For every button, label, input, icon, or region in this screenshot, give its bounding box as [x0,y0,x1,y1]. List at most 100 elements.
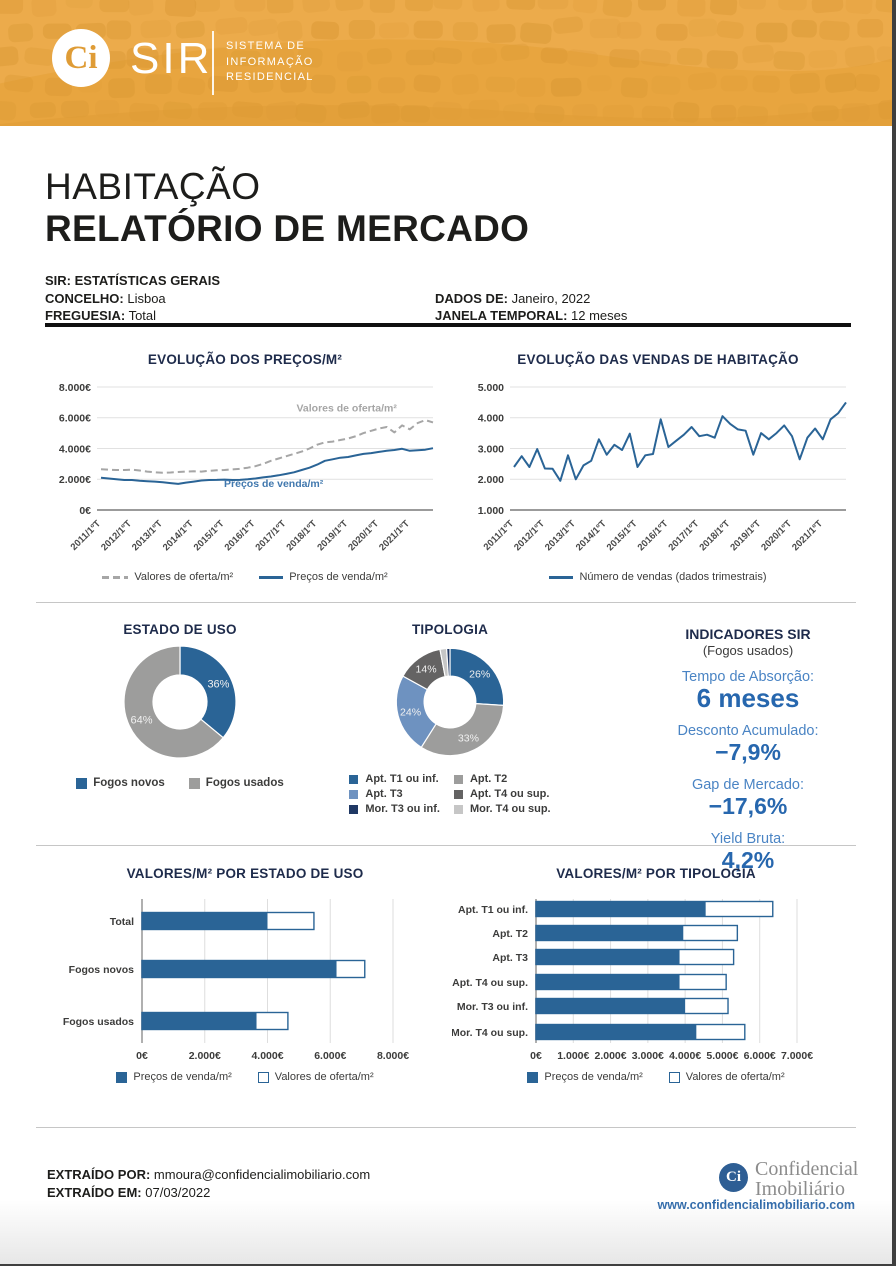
tagline-line: SISTEMA DE [226,40,306,52]
chart-legend: Fogos novos Fogos usados [60,777,300,789]
indicator-value: −17,6% [708,793,788,819]
legend-swatch-dash [102,575,129,579]
svg-text:5.000: 5.000 [478,382,504,394]
legend-swatch-line [259,575,284,579]
svg-text:Apt. T3: Apt. T3 [492,952,528,964]
legend-swatch-sq [349,804,359,814]
svg-text:4.000€: 4.000€ [669,1050,701,1062]
svg-text:4.000€: 4.000€ [251,1050,283,1062]
chart-title: VALORES/M² POR ESTADO DE USO [126,866,364,881]
svg-text:0€: 0€ [530,1050,542,1062]
ci-logo-badge: Ci [52,29,110,87]
legend-swatch-sq [527,1071,539,1083]
header-cobblestone-texture [0,0,892,126]
page-title-line1: HABITAÇÃO [45,166,261,207]
indicator-label: Tempo de Absorção: [681,669,815,685]
svg-text:2020/1ºT: 2020/1ºT [759,518,794,553]
indicator-label: Yield Bruta: [710,831,786,847]
brand-name: Confidencial Imobiliário [755,1158,859,1200]
legend-label: Apt. T4 ou sup. [469,788,550,800]
svg-text:2021/1ºT: 2021/1ºT [790,518,825,553]
chart-title: EVOLUÇÃO DOS PREÇOS/M² [147,352,343,367]
svg-text:36%: 36% [207,678,229,690]
line-chart-vendas: 1.000 2.000 3.000 4.000 5.000 2011/1ºT2012/1º… [478,382,847,553]
chart-legend: Valores de oferta/m² Preços de venda/m² [45,571,445,583]
legend-swatch-sq [453,789,463,799]
svg-text:2017/1ºT: 2017/1ºT [667,518,702,553]
ci-logo-text: Ci [64,39,98,76]
chart-title: EVOLUÇÃO DAS VENDAS DE HABITAÇÃO [517,352,799,367]
report-metadata: SIR: ESTATÍSTICAS GERAIS CONCELHO: Lisbo… [45,272,851,325]
legend-item: Número de vendas (dados trimestrais) [549,571,767,583]
legend-label: Valores de oferta/m² [134,571,234,583]
svg-text:6.000€: 6.000€ [314,1050,346,1062]
bottom-gradient [0,1200,892,1264]
donut-chart-estado: 36% 64% [123,645,237,759]
svg-text:2.000€: 2.000€ [189,1050,221,1062]
svg-text:Mor. T3 ou inf.: Mor. T3 ou inf. [457,1001,528,1013]
svg-text:8.000€: 8.000€ [59,382,91,394]
svg-text:14%: 14% [416,663,437,675]
legend-column: Apt. T1 ou inf. Apt. T3 Mor. T3 ou inf. [349,773,440,815]
svg-text:Preços de venda/m²: Preços de venda/m² [224,478,324,490]
svg-text:2018/1ºT: 2018/1ºT [697,518,732,553]
legend-label: Mor. T3 ou inf. [365,803,440,815]
svg-text:3.000: 3.000 [478,443,504,455]
chart-evolucao-vendas: EVOLUÇÃO DAS VENDAS DE HABITAÇÃO 1.000 2.… [458,352,858,583]
svg-text:2018/1ºT: 2018/1ºT [284,518,319,553]
svg-text:2016/1ºT: 2016/1ºT [223,518,258,553]
svg-text:2021/1ºT: 2021/1ºT [377,518,412,553]
legend-item: Valores de oferta/m² [668,1071,785,1083]
section-divider [36,602,856,603]
svg-text:33%: 33% [458,733,479,745]
legend-label: Apt. T1 ou inf. [365,773,439,785]
svg-text:4.000€: 4.000€ [59,443,91,455]
chart-valores-estado-uso: VALORES/M² POR ESTADO DE USO 0€ 2.000€ 4.0… [45,866,445,1083]
chart-evolucao-precos: EVOLUÇÃO DOS PREÇOS/M² 0€ 2.000€ 4.000€ 6.0… [45,352,445,583]
legend-label: Mor. T4 ou sup. [469,803,551,815]
chart-estado-de-uso: ESTADO DE USO 36% 64% Fogos novos Fogos us… [60,622,300,789]
legend-swatch-line [549,575,574,579]
meta-section: SIR: ESTATÍSTICAS GERAIS [45,272,851,290]
svg-text:2016/1ºT: 2016/1ºT [636,518,671,553]
svg-text:2012/1ºT: 2012/1ºT [99,518,134,553]
indicator-value: −7,9% [715,739,781,765]
svg-text:2014/1ºT: 2014/1ºT [161,518,196,553]
chart-legend: Preços de venda/m² Valores de oferta/m² [45,1071,445,1083]
sir-wordmark: SIR [130,34,213,83]
chart-legend: Apt. T1 ou inf. Apt. T3 Mor. T3 ou inf. Apt… [335,773,565,815]
bar-chart-tipologia: 0€ 1.000€ 2.000€ 3.000€ 4.000€ 5.000€ 6.000€ 7.… [452,899,813,1062]
line-chart-precos: 0€ 2.000€ 4.000€ 6.000€ 8.000€ 2011/1ºT2012/1… [59,382,434,553]
svg-text:4.000: 4.000 [478,413,504,425]
svg-text:Total: Total [110,916,134,928]
legend-item: Valores de oferta/m² [257,1071,374,1083]
legend-item: Preços de venda/m² [527,1071,643,1083]
legend-item: Mor. T3 ou inf. [349,803,440,815]
svg-text:2015/1ºT: 2015/1ºT [192,518,227,553]
legend-label: Preços de venda/m² [544,1071,643,1083]
svg-text:24%: 24% [400,706,421,718]
meta-freguesia: FREGUESIA: Total [45,308,157,323]
svg-text:2011/1ºT: 2011/1ºT [69,518,104,553]
svg-text:2020/1ºT: 2020/1ºT [346,518,381,553]
svg-text:2011/1ºT: 2011/1ºT [482,518,517,553]
indicator-value: 4,2% [721,847,775,873]
chart-valores-tipologia: VALORES/M² POR TIPOLOGIA 0€ 1.000€ 2.000€ 3… [452,866,860,1083]
svg-text:2015/1ºT: 2015/1ºT [605,518,640,553]
svg-text:Apt. T4 ou sup.: Apt. T4 ou sup. [452,977,528,989]
svg-text:2.000€: 2.000€ [595,1050,627,1062]
indicator-value: 6 meses [696,683,800,713]
svg-text:26%: 26% [469,668,490,680]
page-title: HABITAÇÃO RELATÓRIO DE MERCADO [45,166,529,250]
legend-item: Fogos novos [76,777,165,789]
section-divider [36,845,856,846]
chart-title: TIPOLOGIA [411,622,489,637]
legend-label: Valores de oferta/m² [685,1071,785,1083]
legend-column: Apt. T2 Apt. T4 ou sup. Mor. T4 ou sup. [453,773,551,815]
meta-dados: DADOS DE: Janeiro, 2022 [435,290,591,306]
legend-label: Apt. T3 [365,788,403,800]
legend-label: Número de vendas (dados trimestrais) [579,571,767,583]
title-rule [45,323,851,327]
legend-swatch-sqo [257,1071,269,1083]
chart-tipologia: TIPOLOGIA 26% 33% 24% 14% Apt. T1 ou inf. Ap… [335,622,565,815]
